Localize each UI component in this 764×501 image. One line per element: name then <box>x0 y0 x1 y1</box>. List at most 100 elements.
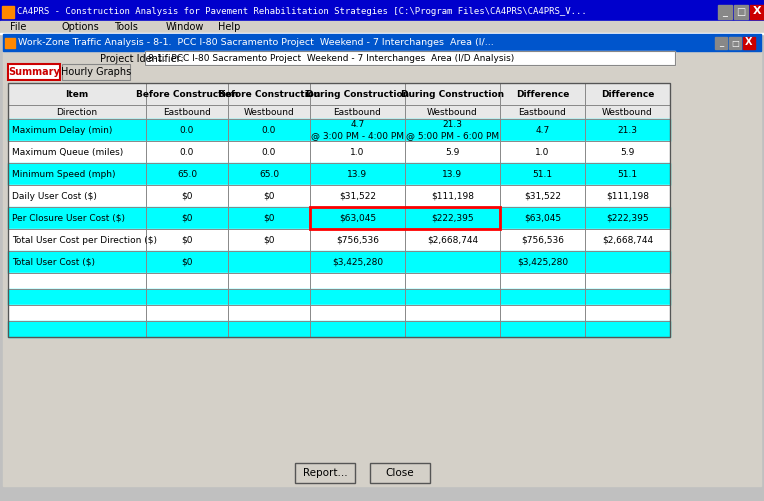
Text: Hourly Graphs: Hourly Graphs <box>61 67 131 77</box>
Text: Daily User Cost ($): Daily User Cost ($) <box>12 191 97 200</box>
Bar <box>715 37 727 49</box>
Text: 65.0: 65.0 <box>177 169 197 178</box>
Text: 13.9: 13.9 <box>348 169 367 178</box>
Text: Help: Help <box>218 22 241 32</box>
Bar <box>5 38 15 48</box>
Text: $63,045: $63,045 <box>524 213 561 222</box>
Bar <box>295 463 355 483</box>
Text: Tools: Tools <box>114 22 138 32</box>
Text: Window: Window <box>166 22 205 32</box>
Text: $2,668,744: $2,668,744 <box>602 235 653 244</box>
Text: $0: $0 <box>264 235 275 244</box>
Text: _: _ <box>719 39 723 48</box>
Text: 5.9: 5.9 <box>445 147 460 156</box>
Bar <box>8 83 670 337</box>
Text: 0.0: 0.0 <box>262 125 277 134</box>
Text: $0: $0 <box>181 213 193 222</box>
Text: X: X <box>753 6 761 16</box>
Text: Westbound: Westbound <box>602 108 653 117</box>
Text: Before Construction: Before Construction <box>136 90 238 99</box>
Text: During Construction: During Construction <box>306 90 409 99</box>
Text: $31,522: $31,522 <box>339 191 376 200</box>
Text: 0.0: 0.0 <box>180 125 194 134</box>
Text: 1.0: 1.0 <box>536 147 549 156</box>
Text: $3,425,280: $3,425,280 <box>517 258 568 267</box>
Text: 0.0: 0.0 <box>262 147 277 156</box>
Text: $222,395: $222,395 <box>606 213 649 222</box>
Text: 4.7
@ 3:00 PM - 4:00 PM: 4.7 @ 3:00 PM - 4:00 PM <box>311 120 404 140</box>
Text: Difference: Difference <box>601 90 654 99</box>
Text: 65.0: 65.0 <box>259 169 279 178</box>
Text: 1.0: 1.0 <box>351 147 364 156</box>
Bar <box>8 83 670 105</box>
Text: _: _ <box>723 7 727 17</box>
Bar <box>2 6 14 18</box>
Bar <box>370 463 430 483</box>
Text: $111,198: $111,198 <box>606 191 649 200</box>
Bar <box>8 207 670 229</box>
Text: Close: Close <box>386 468 414 478</box>
Bar <box>62 64 130 80</box>
Bar <box>8 64 60 80</box>
Text: $0: $0 <box>181 258 193 267</box>
Bar <box>8 141 670 163</box>
Bar <box>8 185 670 207</box>
Text: Per Closure User Cost ($): Per Closure User Cost ($) <box>12 213 125 222</box>
Text: $2,668,744: $2,668,744 <box>427 235 478 244</box>
Text: $756,536: $756,536 <box>521 235 564 244</box>
Text: $0: $0 <box>181 235 193 244</box>
Text: $31,522: $31,522 <box>524 191 561 200</box>
Bar <box>8 229 670 251</box>
Text: $3,425,280: $3,425,280 <box>332 258 383 267</box>
Text: Before Construction: Before Construction <box>218 90 320 99</box>
Text: 5.9: 5.9 <box>620 147 635 156</box>
Text: Summary: Summary <box>8 67 60 77</box>
Text: Maximum Delay (min): Maximum Delay (min) <box>12 125 112 134</box>
Text: Difference: Difference <box>516 90 569 99</box>
Bar <box>8 273 670 289</box>
Text: Westbound: Westbound <box>427 108 478 117</box>
Bar <box>0 21 764 33</box>
Bar <box>8 321 670 337</box>
Text: $756,536: $756,536 <box>336 235 379 244</box>
Bar <box>8 289 670 305</box>
Text: 51.1: 51.1 <box>617 169 638 178</box>
Text: 21.3: 21.3 <box>617 125 637 134</box>
Text: 4.7: 4.7 <box>536 125 549 134</box>
Bar <box>145 51 675 65</box>
Bar <box>370 463 430 483</box>
Bar <box>8 163 670 185</box>
Text: Options: Options <box>62 22 100 32</box>
Text: Project Identifier:: Project Identifier: <box>100 54 184 64</box>
Bar <box>8 105 670 119</box>
Text: Report...: Report... <box>303 468 348 478</box>
Text: Eastbound: Eastbound <box>163 108 211 117</box>
Text: $0: $0 <box>264 191 275 200</box>
Text: Work-Zone Traffic Analysis - 8-1.  PCC I-80 Sacramento Project  Weekend - 7 Inte: Work-Zone Traffic Analysis - 8-1. PCC I-… <box>18 38 494 47</box>
Text: 21.3
@ 5:00 PM - 6:00 PM: 21.3 @ 5:00 PM - 6:00 PM <box>406 120 499 140</box>
Bar <box>743 37 755 49</box>
Text: $0: $0 <box>181 191 193 200</box>
Text: Eastbound: Eastbound <box>519 108 566 117</box>
Text: 51.1: 51.1 <box>533 169 552 178</box>
Bar <box>310 207 500 229</box>
Bar <box>0 0 764 21</box>
Bar <box>295 463 355 483</box>
Text: Westbound: Westbound <box>244 108 294 117</box>
Bar <box>734 5 748 19</box>
Bar <box>3 34 761 51</box>
Bar <box>62 64 130 80</box>
Bar <box>8 251 670 273</box>
Bar <box>8 64 60 80</box>
Text: Eastbound: Eastbound <box>334 108 381 117</box>
Text: 8-1.  PCC I-80 Sacramento Project  Weekend - 7 Interchanges  Area (I/D Analysis): 8-1. PCC I-80 Sacramento Project Weekend… <box>148 54 514 63</box>
Text: During Construction: During Construction <box>401 90 504 99</box>
Text: □: □ <box>731 39 739 48</box>
Bar <box>3 51 761 486</box>
Text: 0.0: 0.0 <box>180 147 194 156</box>
Text: 13.9: 13.9 <box>442 169 462 178</box>
Bar <box>8 305 670 321</box>
Text: CA4PRS - Construction Analysis for Pavement Rehabilitation Strategies [C:\Progra: CA4PRS - Construction Analysis for Pavem… <box>17 7 587 16</box>
Text: Direction: Direction <box>57 108 98 117</box>
Bar <box>729 37 741 49</box>
